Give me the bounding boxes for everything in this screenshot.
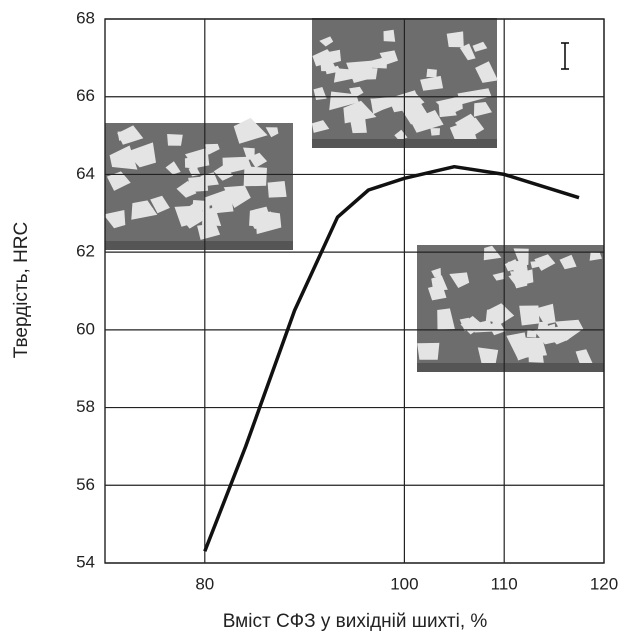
grain [185, 147, 210, 169]
grain [475, 61, 498, 83]
grain [243, 166, 267, 187]
grain [233, 117, 268, 144]
micrograph-caption-bar [105, 241, 293, 250]
grain [188, 165, 201, 177]
x-tick-label: 110 [491, 574, 518, 593]
grain [431, 275, 448, 291]
grain [167, 134, 183, 146]
grain [435, 96, 463, 115]
grain [202, 207, 222, 226]
grain [431, 267, 441, 277]
micrographs [103, 18, 604, 372]
grain [534, 303, 556, 325]
y-tick-label: 54 [76, 552, 95, 571]
grain [483, 245, 502, 261]
grain [343, 100, 377, 124]
grain [249, 206, 274, 228]
grain [103, 210, 126, 229]
grain [213, 164, 234, 181]
grain [197, 223, 221, 240]
grain [176, 180, 197, 198]
grain [368, 56, 388, 69]
grain [106, 171, 131, 191]
grain [526, 330, 537, 338]
grain [165, 161, 181, 175]
grain [488, 303, 515, 325]
x-tick-label: 80 [195, 574, 214, 593]
grain [346, 60, 374, 83]
grain [446, 31, 464, 48]
grain [319, 36, 334, 47]
grain [534, 254, 556, 271]
x-tick-label: 100 [390, 574, 418, 593]
grain [508, 269, 534, 287]
grain [589, 252, 602, 261]
error-bar [561, 42, 569, 70]
grain [465, 317, 477, 330]
grain [449, 120, 477, 143]
x-tick-label: 120 [590, 574, 618, 593]
grain [473, 102, 492, 117]
micrograph-caption-bar [417, 363, 604, 372]
grain [430, 128, 440, 136]
grain [177, 203, 210, 229]
grain [117, 125, 144, 145]
grain [504, 259, 522, 272]
grain [131, 200, 158, 220]
grain [519, 305, 540, 326]
grain [311, 120, 330, 133]
grain [449, 272, 470, 288]
y-tick-label: 68 [76, 8, 95, 27]
grain [370, 98, 388, 115]
grain [410, 110, 444, 133]
grain [125, 142, 156, 168]
y-tick-label: 56 [76, 475, 95, 494]
y-tick-label: 64 [76, 164, 95, 183]
grain [426, 68, 437, 78]
grain [398, 97, 430, 125]
grain [383, 29, 396, 42]
grain [349, 86, 364, 99]
grain [222, 156, 252, 175]
grain [472, 41, 488, 52]
data-line [203, 164, 580, 552]
grain [109, 145, 138, 170]
grain [150, 195, 170, 214]
y-tick-label: 62 [76, 242, 95, 261]
grain [325, 65, 341, 75]
y-tick-label: 58 [76, 397, 95, 416]
grain [204, 143, 220, 155]
y-tick-label: 60 [76, 319, 95, 338]
grain [506, 332, 529, 359]
grain [437, 308, 455, 330]
grain [513, 248, 529, 267]
x-axis-label: Вміст СФЗ у вихідній шихті, % [223, 611, 488, 632]
grain [117, 131, 129, 141]
grain [248, 152, 268, 168]
grain [559, 254, 577, 270]
y-tick-label: 66 [76, 86, 95, 105]
grain [420, 75, 444, 91]
grain [488, 320, 506, 336]
grain [265, 127, 279, 138]
grain [223, 185, 251, 208]
grain [459, 43, 476, 61]
grain [267, 181, 287, 198]
grain [417, 342, 440, 360]
grain [492, 272, 505, 281]
grain [350, 117, 367, 134]
grain [312, 49, 337, 67]
y-axis-label: Твердість, HRC [11, 222, 32, 358]
